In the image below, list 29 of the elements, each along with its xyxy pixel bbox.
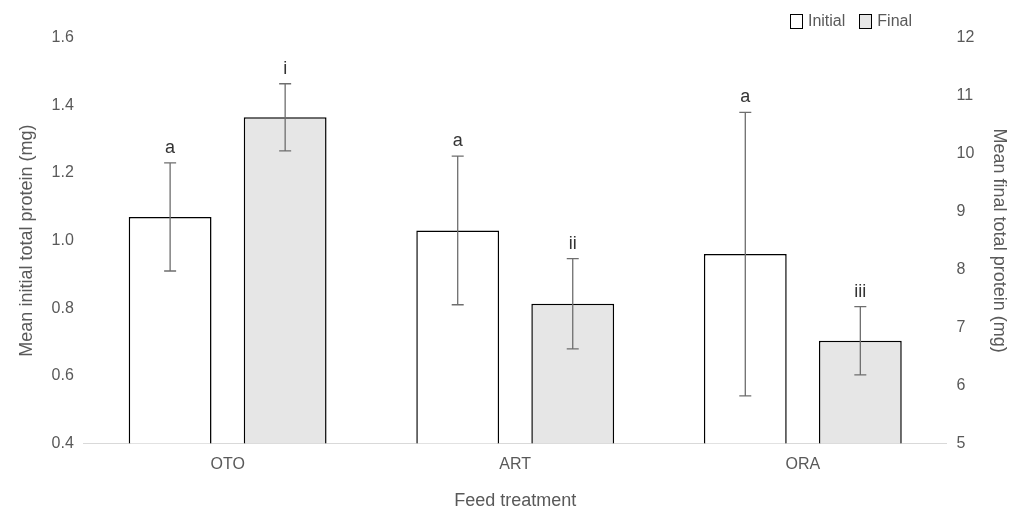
text: Initial [807, 12, 846, 30]
y-tick-label: 1.0 [51, 231, 74, 249]
y2-tick-label: 7 [956, 317, 966, 335]
y2-tick-label: 10 [956, 144, 975, 162]
x-tick-label: ART [499, 455, 532, 473]
x-tick-label: ORA [785, 455, 821, 473]
x-axis-title: Feed treatment [454, 490, 577, 511]
y2-tick-label: 9 [956, 202, 966, 220]
annotation: iii [854, 280, 867, 301]
y-tick-label: 0.4 [51, 433, 74, 451]
y2-axis-title: Mean final total protein (mg) [990, 128, 1011, 353]
x-tick-label: OTO [210, 455, 245, 473]
y-tick-label: 1.6 [51, 28, 74, 46]
y2-tick-label: 11 [956, 86, 974, 104]
y-tick-label: 1.4 [51, 95, 74, 113]
annotation: a [740, 86, 752, 107]
annotation: a [452, 130, 464, 151]
y-tick-label: 0.6 [51, 366, 74, 384]
y2-tick-label: 5 [956, 433, 966, 451]
annotation: i [283, 57, 288, 78]
legend-label: Final [877, 12, 912, 30]
y2-tick-label: 12 [956, 28, 975, 46]
y2-tick-label: 6 [956, 375, 966, 393]
y-tick-label: 0.8 [51, 298, 74, 316]
y-axis-title: Mean initial total protein (mg) [15, 124, 36, 357]
y2-tick-label: 8 [956, 259, 966, 277]
annotation: a [165, 136, 177, 157]
y-tick-label: 1.2 [51, 163, 74, 181]
annotation: ii [568, 232, 577, 253]
